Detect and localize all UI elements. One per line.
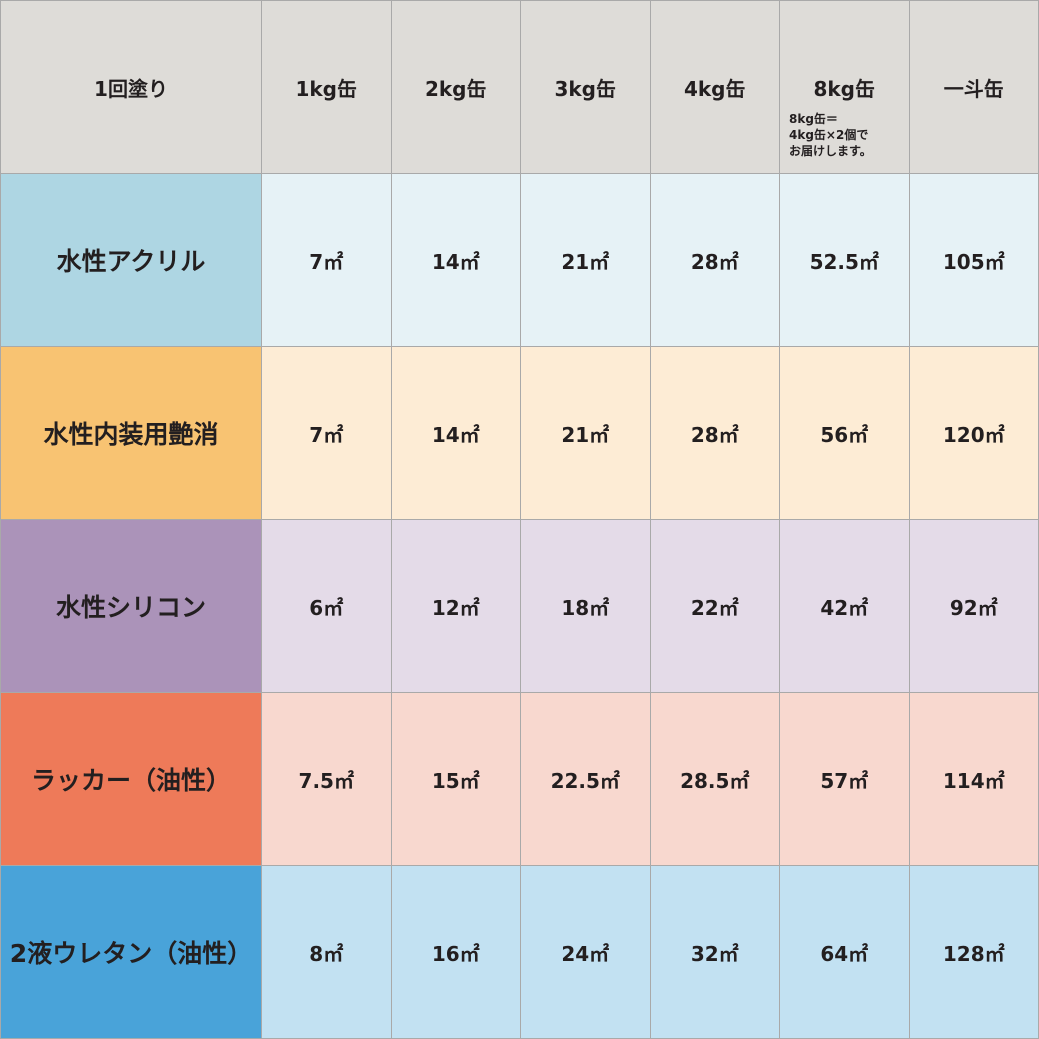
coverage-cell: 14㎡ <box>390 346 521 520</box>
coverage-cell: 7㎡ <box>261 346 392 520</box>
coverage-cell: 128㎡ <box>908 865 1039 1039</box>
coverage-cell: 28㎡ <box>649 346 780 520</box>
header-8kg-note: 8kg缶＝ 4kg缶×2個で お届けします。 <box>789 112 872 158</box>
header-row: 1回塗り 1kg缶 2kg缶 3kg缶 4kg缶 8kg缶 8kg缶＝ 4kg缶×… <box>0 0 1039 174</box>
coverage-cell: 92㎡ <box>908 519 1039 693</box>
coverage-cell: 56㎡ <box>779 346 910 520</box>
coverage-cell: 28㎡ <box>649 173 780 347</box>
coverage-cell: 22㎡ <box>649 519 780 693</box>
header-8kg: 8kg缶 8kg缶＝ 4kg缶×2個で お届けします。 <box>779 0 910 174</box>
coverage-cell: 21㎡ <box>520 173 651 347</box>
coverage-cell: 15㎡ <box>390 692 521 866</box>
coverage-cell: 32㎡ <box>649 865 780 1039</box>
header-1kg: 1kg缶 <box>261 0 392 174</box>
coverage-cell: 64㎡ <box>779 865 910 1039</box>
coverage-cell: 18㎡ <box>520 519 651 693</box>
coverage-cell: 16㎡ <box>390 865 521 1039</box>
header-2kg: 2kg缶 <box>390 0 521 174</box>
header-8kg-label: 8kg缶 <box>813 76 876 101</box>
row-label: ラッカー（油性） <box>0 692 262 866</box>
header-itto: 一斗缶 <box>908 0 1039 174</box>
row-label: 水性シリコン <box>0 519 262 693</box>
coverage-cell: 28.5㎡ <box>649 692 780 866</box>
coverage-cell: 14㎡ <box>390 173 521 347</box>
header-corner: 1回塗り <box>0 0 262 174</box>
coverage-cell: 12㎡ <box>390 519 521 693</box>
coverage-cell: 120㎡ <box>908 346 1039 520</box>
coverage-cell: 114㎡ <box>908 692 1039 866</box>
header-3kg: 3kg缶 <box>520 0 651 174</box>
table-row: 水性アクリル 7㎡ 14㎡ 21㎡ 28㎡ 52.5㎡ 105㎡ <box>0 173 1039 347</box>
coverage-cell: 6㎡ <box>261 519 392 693</box>
table-row: ラッカー（油性） 7.5㎡ 15㎡ 22.5㎡ 28.5㎡ 57㎡ 114㎡ <box>0 692 1039 866</box>
coverage-cell: 7.5㎡ <box>261 692 392 866</box>
table-row: 水性シリコン 6㎡ 12㎡ 18㎡ 22㎡ 42㎡ 92㎡ <box>0 519 1039 693</box>
coverage-cell: 42㎡ <box>779 519 910 693</box>
row-label: 2液ウレタン（油性） <box>0 865 262 1039</box>
coverage-cell: 8㎡ <box>261 865 392 1039</box>
row-label: 水性内装用艶消 <box>0 346 262 520</box>
coverage-cell: 105㎡ <box>908 173 1039 347</box>
table-row: 2液ウレタン（油性） 8㎡ 16㎡ 24㎡ 32㎡ 64㎡ 128㎡ <box>0 865 1039 1039</box>
table-row: 水性内装用艶消 7㎡ 14㎡ 21㎡ 28㎡ 56㎡ 120㎡ <box>0 346 1039 520</box>
coverage-cell: 52.5㎡ <box>779 173 910 347</box>
coverage-cell: 24㎡ <box>520 865 651 1039</box>
coverage-cell: 7㎡ <box>261 173 392 347</box>
row-label: 水性アクリル <box>0 173 262 347</box>
coverage-cell: 21㎡ <box>520 346 651 520</box>
coverage-cell: 22.5㎡ <box>520 692 651 866</box>
header-4kg: 4kg缶 <box>649 0 780 174</box>
coverage-cell: 57㎡ <box>779 692 910 866</box>
